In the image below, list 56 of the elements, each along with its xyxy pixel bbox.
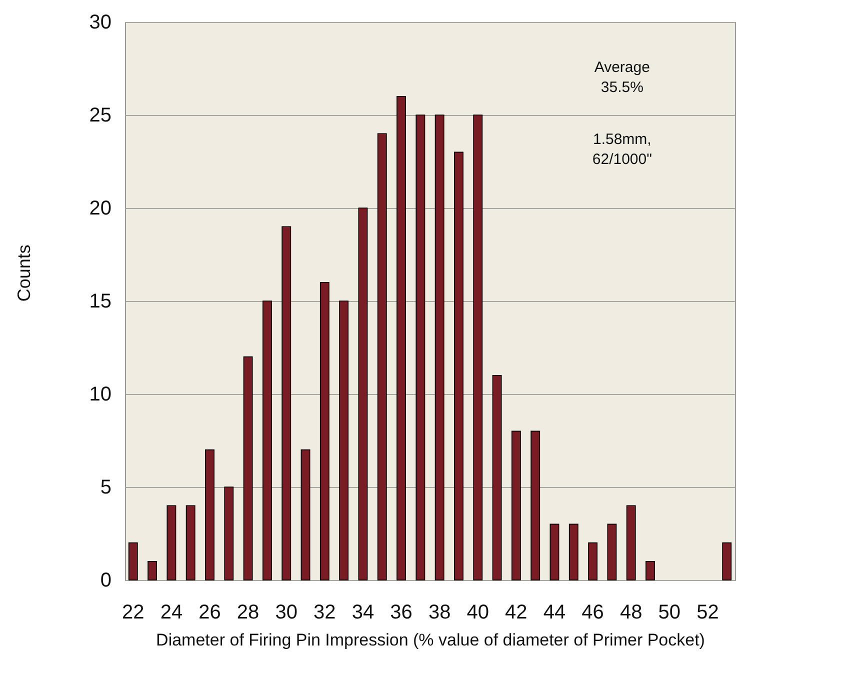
y-tick-label: 15 [89,290,112,312]
bar [588,542,598,580]
bar [282,226,292,580]
bar [377,133,387,580]
x-tick-label: 38 [428,602,451,624]
x-tick-label: 32 [314,602,336,624]
bar [224,486,234,580]
x-tick-label: 46 [582,602,604,624]
y-tick-label: 30 [89,12,112,34]
x-tick-label: 42 [505,602,528,624]
y-tick-label: 25 [89,104,112,126]
x-tick-label: 34 [352,602,374,624]
bar [320,282,330,580]
bar [568,524,578,580]
x-tick-label: 24 [160,602,183,624]
bar [454,152,464,580]
bar [607,524,617,580]
x-tick-label: 48 [620,602,642,624]
x-tick-label: 50 [658,602,681,624]
x-tick-label: 30 [275,602,298,624]
x-tick-label: 26 [198,602,221,624]
bar [339,300,349,580]
annotation: Average 35.5% [594,59,650,96]
x-tick-label: 52 [696,602,719,624]
bar [148,561,157,580]
y-tick-label: 10 [89,384,112,406]
x-tick-label: 40 [466,602,490,624]
bar [186,505,196,580]
x-axis-title: Diameter of Firing Pin Impression (% value of diameter of Primer Pocket) [156,630,705,650]
bar [128,542,138,580]
bar [358,208,368,580]
bar [262,300,272,580]
bar [416,114,426,580]
x-tick-label: 36 [390,602,412,624]
bar [530,430,540,580]
bar [511,430,521,580]
bar [646,561,655,580]
bar [396,96,406,580]
bar [205,449,214,580]
y-axis-title: Counts [14,244,34,302]
annotation: 1.58mm, 62/1000" [592,131,652,168]
y-tick-label: 5 [100,476,112,498]
bar [243,356,253,580]
x-tick-label: 28 [236,602,260,624]
y-tick-label: 0 [100,570,112,592]
bar [626,505,636,580]
x-tick-label: 44 [543,602,566,624]
bar [492,375,502,580]
bar [166,505,176,580]
bar [722,542,732,580]
bar [550,524,560,580]
bar [473,114,483,580]
bar [434,114,444,580]
x-tick-label: 22 [122,602,144,624]
bar [300,449,310,580]
y-tick-label: 20 [89,198,112,220]
